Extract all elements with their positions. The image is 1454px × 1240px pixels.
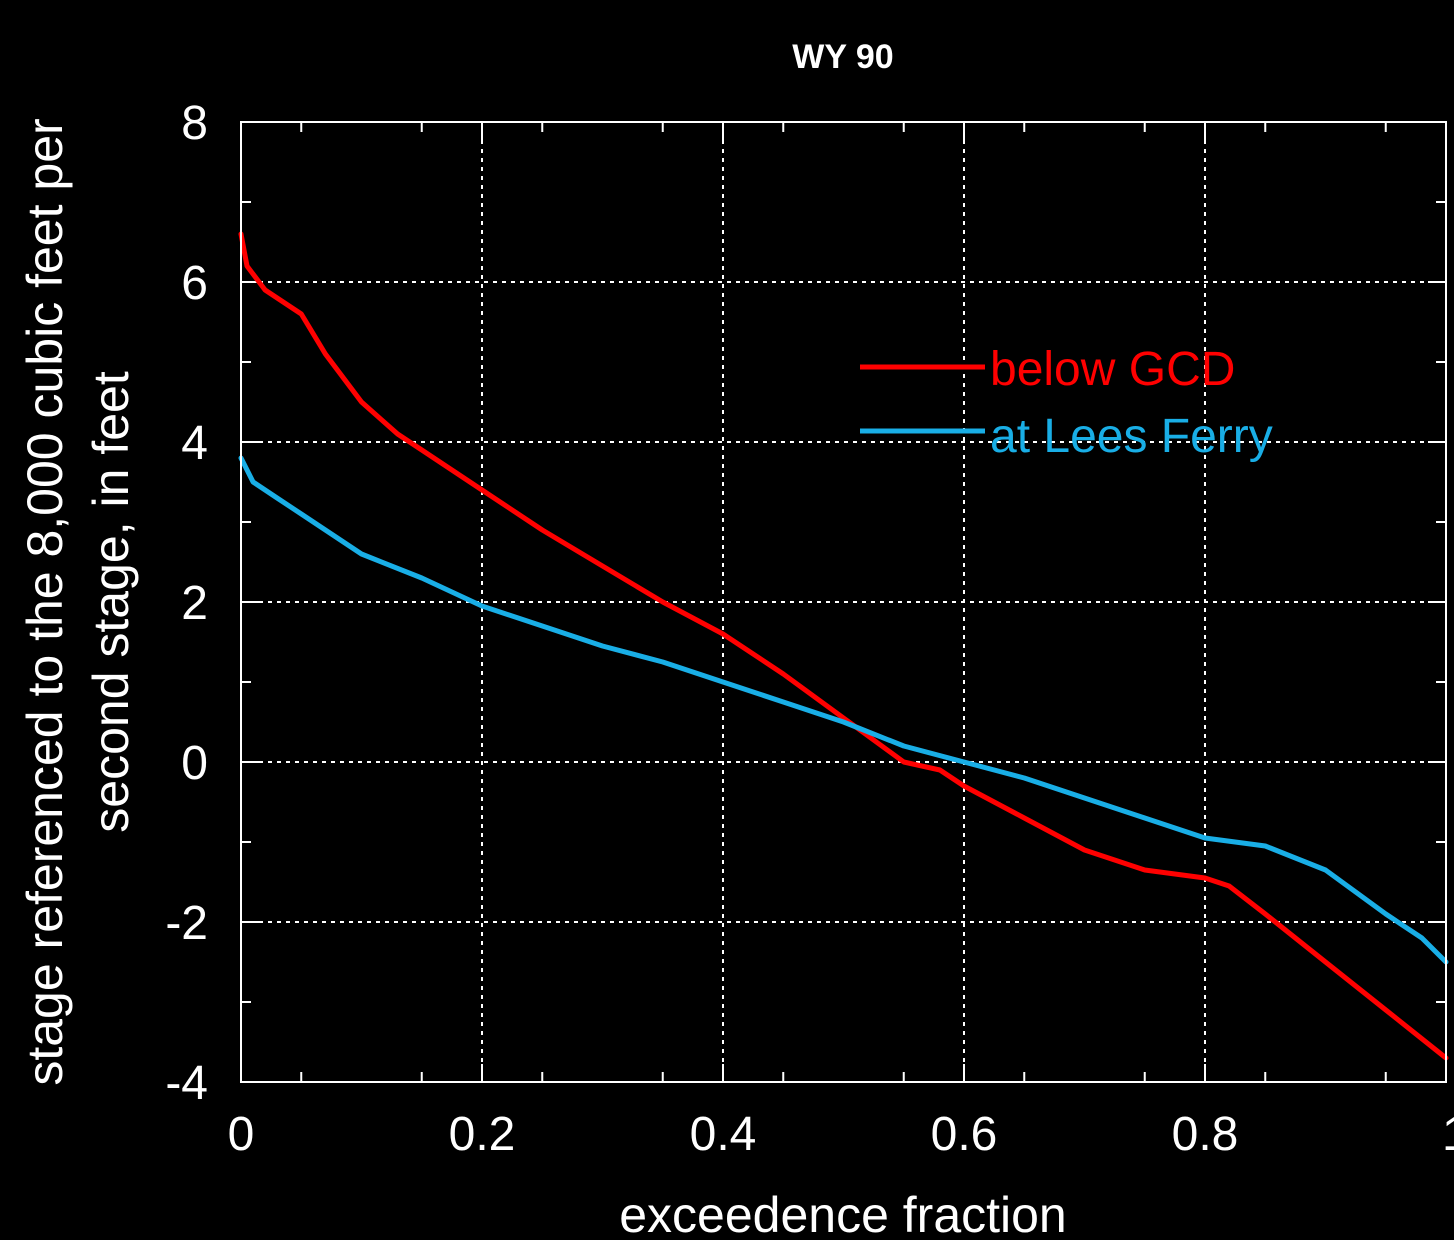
x-tick-label: 1 [1442, 1108, 1454, 1161]
chart-title: WY 90 [792, 38, 893, 76]
series-line-below-gcd [238, 231, 1449, 1061]
legend-label-at-lees-ferry: at Lees Ferry [990, 410, 1273, 463]
y-tick-label: 8 [181, 97, 208, 150]
y-tick-label: -2 [165, 897, 208, 950]
x-tick-label: 0.6 [931, 1108, 998, 1161]
y-tick-label: 0 [181, 737, 208, 790]
y-tick-label: 4 [181, 417, 208, 470]
series-lines [238, 231, 1449, 1061]
y-axis-label-line2: second stage, in feet [83, 371, 139, 833]
y-tick-labels: -4 -2 0 2 4 6 8 [165, 97, 208, 1110]
y-tick-label: -4 [165, 1057, 208, 1110]
y-tick-label: 6 [181, 257, 208, 310]
y-tick-label: 2 [181, 577, 208, 630]
x-tick-label: 0.2 [449, 1108, 516, 1161]
x-tick-label: 0.8 [1172, 1108, 1239, 1161]
legend-label-below-gcd: below GCD [990, 343, 1235, 396]
grid-lines [241, 122, 1446, 1082]
series-line-at-lees-ferry [238, 455, 1449, 965]
x-axis-label: exceedence fraction [619, 1187, 1067, 1240]
x-tick-label: 0.4 [690, 1108, 757, 1161]
legend: below GCD at Lees Ferry [860, 343, 1273, 463]
x-tick-label: 0 [228, 1108, 255, 1161]
x-tick-labels: 0 0.2 0.4 0.6 0.8 1 [228, 1108, 1454, 1161]
plot-frame [240, 121, 1447, 1083]
y-axis-label-line1: stage referenced to the 8,000 cubic feet… [17, 118, 73, 1085]
